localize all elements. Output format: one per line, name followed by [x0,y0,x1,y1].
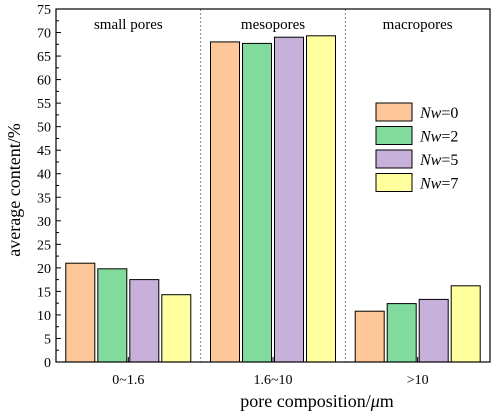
legend-label-2: Nw=2 [419,129,458,146]
bar-2-series-3 [274,36,304,363]
y-tick-label-70: 70 [37,27,51,42]
bar-2-series-2 [242,42,272,363]
y-tick-label-35: 35 [37,191,51,206]
y-tick-label-60: 60 [37,74,51,89]
y-tick-label-30: 30 [37,215,51,230]
y-tick-label-20: 20 [37,262,51,277]
region-label-1: small pores [94,17,163,33]
region-separators [200,9,346,362]
bars-group [65,35,481,363]
x-axis-title: pore composition/μm [240,391,394,411]
y-tick-label-40: 40 [37,168,51,183]
legend-swatch-2 [375,126,413,145]
bar-3-series-1 [354,310,385,363]
plot-frame [55,8,491,363]
bar-1-series-1 [65,262,96,363]
legend-label-3: Nw=5 [419,152,458,169]
bar-1-series-4 [161,294,192,363]
legend-label-4: Nw=7 [419,176,458,193]
bar-1-series-2 [97,268,128,363]
legend: Nw=0 Nw=2 Nw=5 Nw=7 [375,102,458,193]
legend-swatch-4 [375,173,413,192]
region-label-2: mesopores [241,17,305,33]
y-axis-title: average content/% [4,123,24,256]
y-tick-label-0: 0 [44,356,51,371]
x-axis-title-prefix: pore composition/ [240,391,370,411]
bar-2-series-4 [306,35,336,363]
x-tick-label-2: 1.6~10 [253,373,292,388]
y-tick-label-45: 45 [37,144,51,159]
legend-swatch-3 [375,149,413,169]
x-axis-title-mu: μ [370,391,380,411]
x-axis: 0~1.6 1.6~10 >10 [112,357,429,388]
bar-2-series-1 [210,41,240,363]
y-tick-label-15: 15 [37,285,51,300]
y-tick-label-5: 5 [44,332,51,347]
region-label-3: macropores [383,17,453,33]
bar-3-series-4 [450,285,481,363]
legend-swatch-1 [375,102,413,122]
y-tick-label-50: 50 [37,121,51,136]
y-tick-label-75: 75 [37,3,51,18]
bar-3-series-3 [418,298,449,363]
x-tick-label-1: 0~1.6 [112,373,144,388]
y-tick-label-10: 10 [37,309,51,324]
y-axis: 0 5 10 15 20 25 30 35 40 45 50 55 60 65 70 75 [37,3,61,371]
x-tick-label-3: >10 [407,373,429,388]
x-axis-title-unit: m [380,391,394,411]
y-tick-label-25: 25 [37,238,51,253]
bar-3-series-2 [386,303,417,363]
y-tick-label-65: 65 [37,50,51,65]
bar-1-series-3 [129,279,160,363]
y-tick-label-55: 55 [37,97,51,112]
legend-label-1: Nw=0 [419,105,458,122]
region-labels: small pores mesopores macropores [94,17,453,33]
